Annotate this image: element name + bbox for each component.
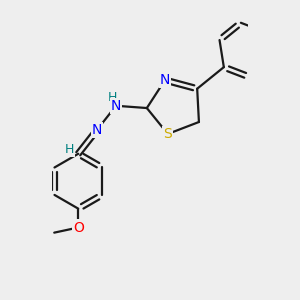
Text: H: H: [108, 91, 117, 104]
Text: S: S: [164, 127, 172, 141]
Text: O: O: [73, 220, 84, 235]
Text: N: N: [111, 99, 121, 113]
Text: N: N: [92, 123, 102, 137]
Text: N: N: [160, 73, 170, 87]
Text: H: H: [64, 143, 74, 156]
